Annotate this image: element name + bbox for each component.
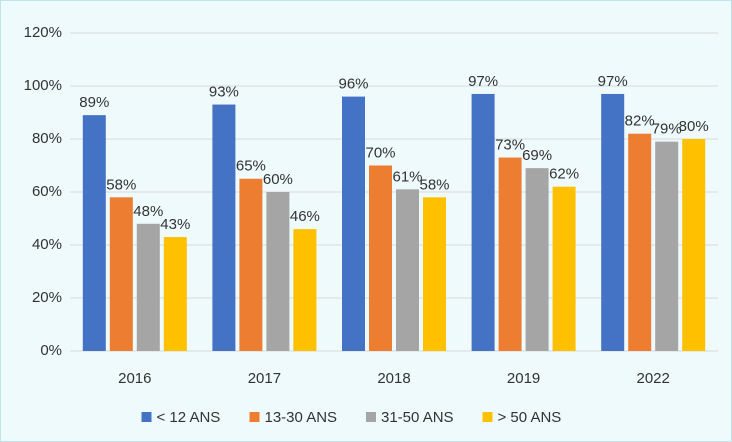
legend-swatch <box>141 412 152 422</box>
data-label: 82% <box>625 113 655 130</box>
bar <box>109 197 133 351</box>
y-tick-label: 120% <box>24 24 62 41</box>
data-label: 97% <box>468 73 498 90</box>
data-label: 48% <box>133 203 163 220</box>
x-tick-label: 2016 <box>118 370 151 387</box>
bar <box>655 141 679 351</box>
y-tick-label: 100% <box>24 77 62 94</box>
data-label: 61% <box>392 168 422 185</box>
data-label: 93% <box>209 84 239 101</box>
legend-label: < 12 ANS <box>157 409 221 426</box>
y-tick-label: 20% <box>32 289 62 306</box>
data-label: 46% <box>290 208 320 225</box>
y-tick-label: 60% <box>32 183 62 200</box>
data-label: 97% <box>598 73 628 90</box>
x-tick-label: 2019 <box>507 370 540 387</box>
data-label: 89% <box>79 94 109 111</box>
x-tick-label: 2022 <box>637 370 670 387</box>
bar <box>423 197 446 351</box>
data-label: 79% <box>652 121 682 138</box>
data-label: 73% <box>495 137 525 154</box>
data-label: 80% <box>679 118 709 135</box>
bar <box>471 93 495 351</box>
bar <box>136 223 160 351</box>
legend-swatch <box>366 412 376 422</box>
bar <box>525 168 549 351</box>
data-label: 96% <box>338 76 368 93</box>
y-tick-label: 80% <box>32 130 62 147</box>
bar <box>552 186 576 351</box>
legend-label: 31-50 ANS <box>381 409 454 426</box>
bar <box>266 192 290 351</box>
legend-label: > 50 ANS <box>498 409 562 426</box>
legend-swatch <box>482 412 493 422</box>
x-tick-label: 2018 <box>377 370 410 387</box>
bar <box>82 115 106 352</box>
bar <box>628 133 652 351</box>
x-tick-label: 2017 <box>248 370 281 387</box>
y-tick-label: 40% <box>32 236 62 253</box>
data-label: 62% <box>549 166 579 183</box>
bar <box>239 178 263 351</box>
data-label: 58% <box>106 176 136 193</box>
legend-label: 13-30 ANS <box>265 409 338 426</box>
bar <box>498 157 522 351</box>
bar <box>293 229 317 351</box>
data-label: 65% <box>236 158 266 175</box>
data-label: 69% <box>522 147 552 164</box>
data-label: 58% <box>419 176 449 193</box>
data-label: 70% <box>365 144 395 161</box>
bar <box>396 189 419 351</box>
data-label: 43% <box>160 216 190 233</box>
bar <box>369 165 392 351</box>
bar <box>163 237 187 351</box>
y-tick-label: 0% <box>40 342 62 359</box>
bar <box>601 93 625 351</box>
data-label: 60% <box>263 171 293 188</box>
legend-swatch <box>249 412 260 422</box>
bar <box>682 139 706 351</box>
bar <box>212 104 236 351</box>
bar <box>342 96 365 351</box>
